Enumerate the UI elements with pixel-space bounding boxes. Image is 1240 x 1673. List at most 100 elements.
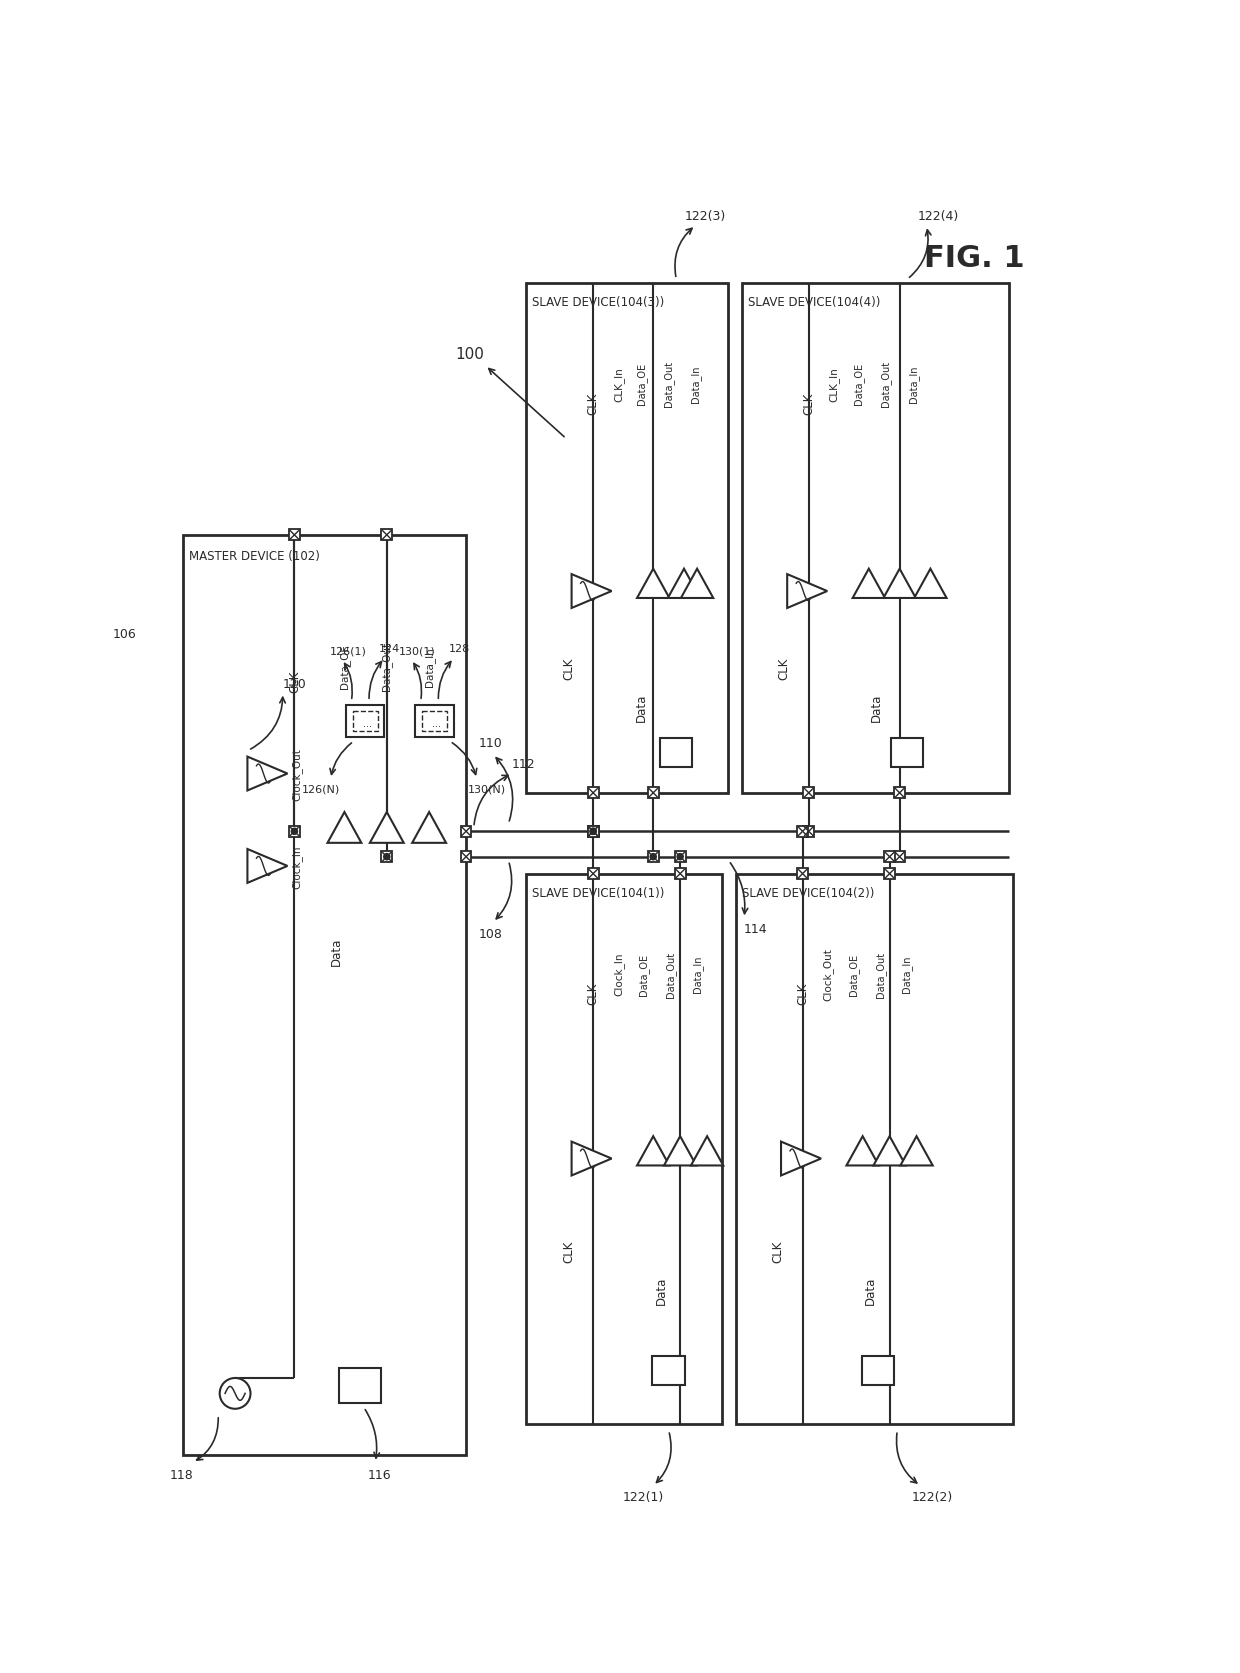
Bar <box>892 739 924 768</box>
Bar <box>797 868 808 880</box>
Circle shape <box>383 855 389 860</box>
Polygon shape <box>883 569 916 599</box>
Bar <box>647 788 658 798</box>
Polygon shape <box>572 576 611 609</box>
Polygon shape <box>668 569 701 599</box>
Bar <box>461 826 471 836</box>
Text: Data_OE: Data_OE <box>639 954 650 995</box>
Text: Data_OE: Data_OE <box>848 954 859 995</box>
Bar <box>346 706 384 738</box>
Bar <box>647 852 658 863</box>
Circle shape <box>590 828 596 835</box>
Bar <box>422 711 448 731</box>
Text: Data: Data <box>864 1275 877 1303</box>
Text: 126(N): 126(N) <box>301 783 340 793</box>
Text: Data_Out: Data_Out <box>382 642 392 691</box>
Polygon shape <box>370 813 404 843</box>
Bar <box>862 1355 894 1385</box>
Text: FIG. 1: FIG. 1 <box>924 244 1024 273</box>
Polygon shape <box>781 1143 821 1176</box>
Bar <box>461 852 471 863</box>
Bar <box>884 868 895 880</box>
Text: 122(2): 122(2) <box>911 1491 952 1502</box>
Bar <box>742 284 1009 793</box>
Text: SLAVE DEVICE(104(3)): SLAVE DEVICE(104(3)) <box>532 296 665 310</box>
Text: 122(4): 122(4) <box>918 209 959 223</box>
Bar <box>804 788 815 798</box>
Bar <box>289 826 300 836</box>
Polygon shape <box>663 1136 697 1166</box>
Bar <box>894 852 905 863</box>
Polygon shape <box>787 576 827 609</box>
Text: 118: 118 <box>170 1467 193 1481</box>
Text: CLK: CLK <box>587 982 600 1004</box>
Polygon shape <box>853 569 885 599</box>
Text: SLAVE DEVICE(104(4)): SLAVE DEVICE(104(4)) <box>748 296 880 310</box>
Text: 116: 116 <box>367 1467 391 1481</box>
Text: 114: 114 <box>744 922 768 935</box>
Text: 110: 110 <box>479 736 502 750</box>
Text: CLK_In: CLK_In <box>828 366 839 402</box>
Text: CLK: CLK <box>777 657 791 679</box>
Text: CLK: CLK <box>288 671 301 693</box>
Text: 122(1): 122(1) <box>622 1491 663 1502</box>
Text: Data: Data <box>635 693 649 721</box>
Text: 106: 106 <box>113 627 136 641</box>
Text: MASTER DEVICE (102): MASTER DEVICE (102) <box>188 549 320 562</box>
Bar <box>894 788 905 798</box>
Text: Data_In: Data_In <box>901 955 911 992</box>
Circle shape <box>677 855 683 860</box>
Text: Data_Out: Data_Out <box>880 361 892 407</box>
Bar <box>352 711 378 731</box>
Circle shape <box>590 828 596 835</box>
Text: Data_In: Data_In <box>424 646 434 686</box>
Text: Data_Out: Data_Out <box>663 361 675 407</box>
Text: SLAVE DEVICE(104(1)): SLAVE DEVICE(104(1)) <box>532 887 665 900</box>
Polygon shape <box>248 850 288 883</box>
Text: CLK: CLK <box>587 391 600 415</box>
Text: CLK: CLK <box>771 1240 785 1263</box>
Bar <box>588 826 599 836</box>
Polygon shape <box>572 1143 611 1176</box>
Circle shape <box>291 828 298 835</box>
Bar <box>804 826 815 836</box>
Bar <box>652 1355 684 1385</box>
Text: Clock_In: Clock_In <box>613 952 624 995</box>
Polygon shape <box>691 1136 723 1166</box>
Text: Data_Out: Data_Out <box>875 950 885 997</box>
Bar <box>289 530 300 540</box>
Bar <box>588 826 599 836</box>
Text: CLK_In: CLK_In <box>613 366 624 402</box>
Circle shape <box>219 1379 250 1409</box>
Polygon shape <box>914 569 946 599</box>
Bar <box>660 739 692 768</box>
Text: CLK: CLK <box>802 391 815 415</box>
Bar <box>735 873 1013 1424</box>
Bar <box>884 852 895 863</box>
Bar <box>415 706 454 738</box>
Text: 112: 112 <box>512 758 536 771</box>
Text: 128: 128 <box>449 644 470 654</box>
Text: 120: 120 <box>283 678 306 691</box>
Polygon shape <box>637 1136 670 1166</box>
Text: Clock_In: Clock_In <box>291 845 303 888</box>
Text: Clock_Out: Clock_Out <box>822 947 833 1000</box>
Polygon shape <box>873 1136 905 1166</box>
Bar <box>588 788 599 798</box>
Text: Data_OE: Data_OE <box>853 363 864 405</box>
Text: CLK: CLK <box>562 1240 575 1263</box>
Text: Data_OE: Data_OE <box>339 644 350 689</box>
Text: Data: Data <box>330 937 343 965</box>
Polygon shape <box>248 758 288 791</box>
Bar <box>588 868 599 880</box>
Bar <box>526 284 728 793</box>
Bar <box>382 530 392 540</box>
Text: Data_In: Data_In <box>692 955 703 992</box>
Bar <box>382 852 392 863</box>
Bar <box>675 852 686 863</box>
Text: 126(1): 126(1) <box>330 646 367 656</box>
Text: 124: 124 <box>379 644 401 654</box>
Text: Data_In: Data_In <box>691 365 701 403</box>
Bar <box>797 826 808 836</box>
Text: Clock_Out: Clock_Out <box>291 748 303 800</box>
